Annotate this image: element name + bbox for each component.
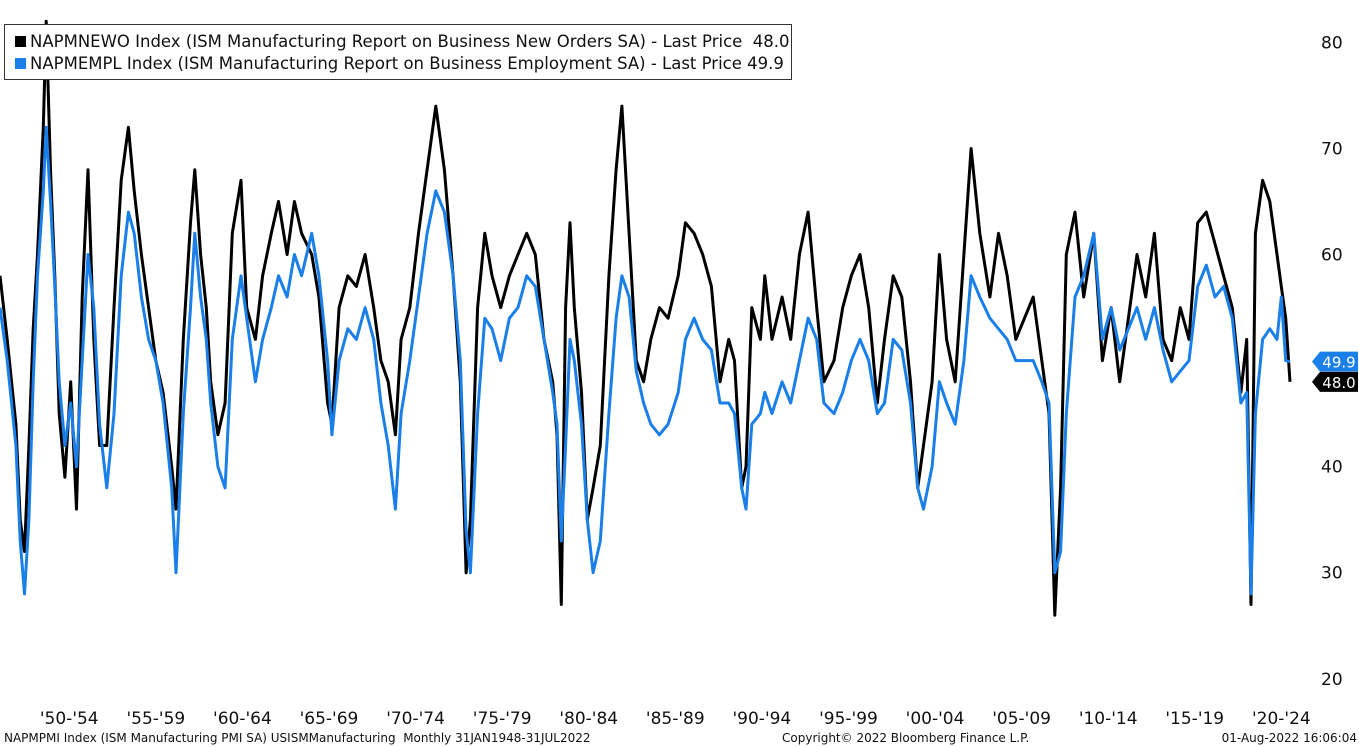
legend-item-employment: NAPMEMPL Index (ISM Manufacturing Report… — [15, 52, 791, 74]
last-price-tag-new-orders: 48.0 — [1312, 371, 1358, 392]
footer-copyright: Copyright© 2022 Bloomberg Finance L.P. — [782, 731, 1030, 745]
legend-swatch-black-icon — [15, 35, 26, 47]
x-tick-label: '80-'84 — [559, 709, 618, 729]
y-tick-label: 30 — [1321, 564, 1343, 584]
x-tick-label: '95-'99 — [819, 709, 878, 729]
svg-text:48.0: 48.0 — [1322, 374, 1355, 392]
x-tick-label: '55-'59 — [126, 709, 185, 729]
x-tick-label: '60-'64 — [213, 709, 272, 729]
legend-label-employment: NAPMEMPL Index (ISM Manufacturing Report… — [30, 53, 784, 73]
x-tick-label: '70-'74 — [386, 709, 445, 729]
svg-text:49.9: 49.9 — [1322, 354, 1355, 372]
x-tick-label: '20-'24 — [1252, 709, 1311, 729]
footer-source: NAPMPMI Index (ISM Manufacturing PMI SA)… — [4, 731, 591, 745]
x-tick-label: '10-'14 — [1079, 709, 1138, 729]
series-layer — [0, 19, 1292, 617]
last-price-tag-employment: 49.9 — [1312, 351, 1358, 372]
x-tick-label: '15-'19 — [1165, 709, 1224, 729]
x-axis: '50-'54 '55-'59 '60-'64 '65-'69 '70-'74 '75-'… — [40, 709, 1311, 729]
x-tick-label: '90-'94 — [733, 709, 792, 729]
legend-label-new-orders: NAPMNEWO Index (ISM Manufacturing Report… — [30, 31, 790, 51]
x-tick-label: '85-'89 — [646, 709, 705, 729]
x-tick-label: '00-'04 — [906, 709, 965, 729]
y-tick-label: 70 — [1321, 139, 1343, 159]
y-tick-label: 80 — [1321, 33, 1343, 53]
y-tick-label: 60 — [1321, 246, 1343, 266]
series-line-new-orders — [0, 19, 1292, 617]
legend-item-new-orders: NAPMNEWO Index (ISM Manufacturing Report… — [15, 30, 791, 52]
x-tick-label: '65-'69 — [300, 709, 359, 729]
x-tick-label: '50-'54 — [40, 709, 99, 729]
chart-legend: NAPMNEWO Index (ISM Manufacturing Report… — [4, 24, 792, 80]
legend-swatch-blue-icon — [15, 57, 26, 69]
last-price-labels: 49.9 48.0 — [1312, 351, 1358, 392]
y-tick-label: 40 — [1321, 458, 1343, 478]
footer-timestamp: 01-Aug-2022 16:06:04 — [1221, 731, 1357, 745]
y-tick-label: 20 — [1321, 670, 1343, 690]
series-line-employment — [0, 125, 1291, 596]
x-tick-label: '75-'79 — [473, 709, 532, 729]
x-tick-label: '05-'09 — [992, 709, 1051, 729]
